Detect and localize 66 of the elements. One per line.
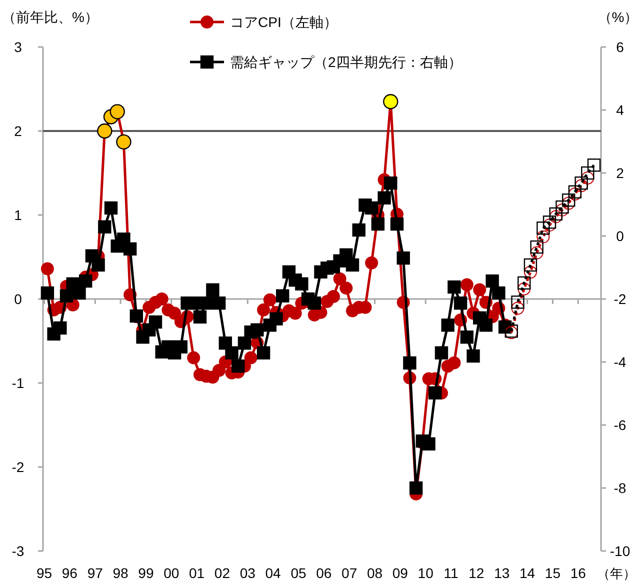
x-tick-label: 98 <box>112 565 129 581</box>
point <box>568 188 582 200</box>
y2-tick-label: 2 <box>616 165 624 181</box>
point <box>536 230 550 244</box>
point <box>524 266 537 279</box>
y-tick-label: -3 <box>12 543 24 559</box>
point <box>530 240 544 254</box>
point <box>542 216 556 229</box>
x-tick-label: 09 <box>392 565 408 581</box>
x-tick-label: 08 <box>366 565 383 581</box>
y2-tick-label: -8 <box>614 480 626 496</box>
x-tick-label: 16 <box>570 565 586 581</box>
point <box>524 258 538 272</box>
point <box>536 222 550 235</box>
legend-label: 需給ギャップ（2四半期先行：右軸） <box>230 54 462 70</box>
legend-label: コアCPI（左軸） <box>230 14 338 30</box>
point <box>562 196 576 210</box>
point <box>549 210 562 224</box>
x-tick-label: 04 <box>265 565 282 581</box>
y-tick-label: 2 <box>14 123 22 139</box>
point <box>562 193 576 207</box>
x-tick-label: 97 <box>87 565 104 581</box>
y2-tick-label: 4 <box>616 102 624 118</box>
y2-tick-label: -2 <box>614 291 626 307</box>
y2-tick-label: 0 <box>616 228 624 244</box>
y-tick-label: 0 <box>14 291 22 307</box>
x-tick-label: 99 <box>138 565 154 581</box>
x-axis-title: （年） <box>597 566 636 581</box>
y2-tick-label: -10 <box>610 543 630 559</box>
x-tick-label: 11 <box>444 565 458 581</box>
y-tick-label: 1 <box>14 207 22 223</box>
point <box>518 276 531 290</box>
y-tick-label: -1 <box>12 375 24 391</box>
point <box>511 302 524 315</box>
point <box>543 218 556 232</box>
x-tick-label: 14 <box>519 565 536 581</box>
x-tick-label: 06 <box>316 565 332 581</box>
x-tick-label: 02 <box>214 565 230 581</box>
x-tick-label: 10 <box>418 565 434 581</box>
point <box>574 176 588 190</box>
x-tick-label: 12 <box>468 565 484 581</box>
point <box>530 246 544 260</box>
point <box>587 158 601 172</box>
x-tick-label: 01 <box>189 565 205 581</box>
y2-tick-label: -6 <box>614 417 626 433</box>
point <box>549 207 562 221</box>
y2-tick-label: 6 <box>616 39 624 55</box>
y-axis-title: （前年比、%） <box>2 9 98 25</box>
x-tick-label: 07 <box>342 565 358 581</box>
x-tick-label: 96 <box>62 565 78 581</box>
x-tick-label: 13 <box>494 565 510 581</box>
point <box>581 166 594 180</box>
point <box>581 172 594 185</box>
point <box>568 185 582 198</box>
y2-axis-title: （%） <box>598 9 638 25</box>
point <box>518 282 531 296</box>
x-tick-label: 95 <box>36 565 52 581</box>
y2-tick-label: -4 <box>614 354 626 370</box>
y-tick-label: 3 <box>14 39 22 55</box>
y-tick-label: -2 <box>12 459 24 475</box>
x-tick-label: 05 <box>290 565 306 581</box>
x-tick-label: 00 <box>164 565 180 581</box>
point <box>556 200 569 214</box>
point <box>511 296 524 309</box>
x-tick-label: 03 <box>240 565 256 581</box>
x-tick-label: 15 <box>544 565 561 581</box>
